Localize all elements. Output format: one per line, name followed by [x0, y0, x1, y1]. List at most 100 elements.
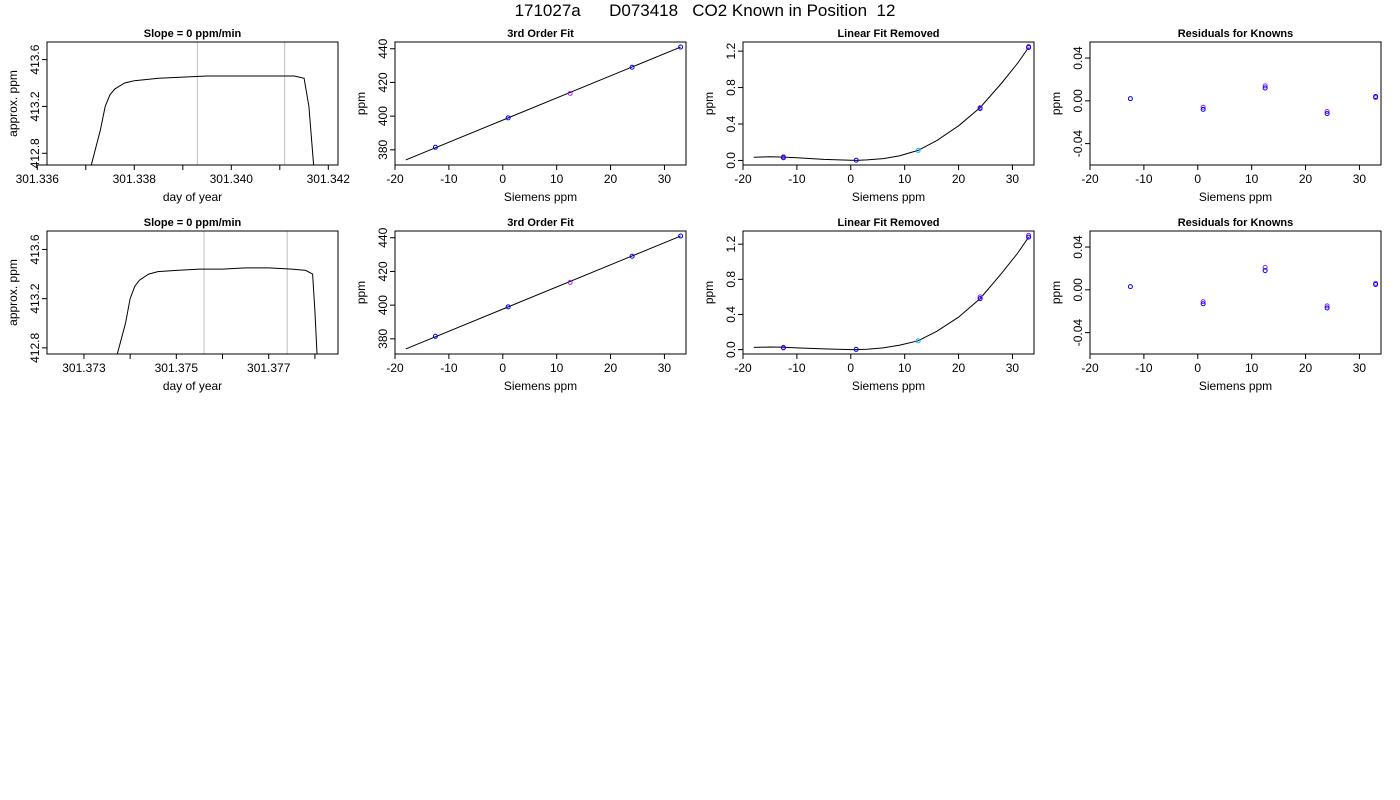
x-tick-label: 0 [1194, 172, 1201, 186]
y-tick-label: 0.4 [724, 306, 738, 323]
x-tick-label: 30 [1006, 361, 1020, 375]
series-line [90, 75, 315, 165]
data-point-blue [432, 333, 438, 339]
data-point-blue [1324, 111, 1330, 117]
x-axis-label: Siemens ppm [1199, 379, 1272, 393]
x-tick-label: 20 [604, 361, 618, 375]
plot-frame [46, 41, 339, 166]
x-tick-label: -10 [1135, 361, 1153, 375]
data-point-blue [780, 155, 786, 161]
x-tick-label: -20 [386, 361, 404, 375]
x-tick-label: 20 [952, 361, 966, 375]
data-point-blue [853, 346, 859, 352]
y-axis-label: ppm [1049, 92, 1063, 115]
data-point-purple [567, 90, 573, 96]
y-tick-label: 0.00 [1071, 89, 1085, 113]
panel-title: Linear Fit Removed [837, 28, 939, 40]
x-tick-label: 30 [1006, 172, 1020, 186]
y-tick-label: 420 [376, 72, 390, 92]
x-tick-label: -10 [440, 361, 458, 375]
x-axis-label: Siemens ppm [504, 190, 577, 204]
fit-curve [753, 236, 1030, 351]
data-point-blue [1127, 284, 1133, 290]
data-point-blue [977, 296, 983, 302]
data-layer [116, 231, 318, 354]
x-axis-label: Siemens ppm [852, 379, 925, 393]
plot-frame [1089, 230, 1382, 355]
series-line [116, 267, 318, 354]
x-tick-label: 301.336 [16, 172, 60, 186]
data-point-blue [1262, 85, 1268, 91]
x-tick-label: 0 [499, 361, 506, 375]
x-tick-label: 10 [550, 172, 564, 186]
panel-title: Residuals for Knowns [1178, 217, 1294, 229]
data-point-blue [1324, 305, 1330, 311]
data-point-blue [678, 233, 684, 239]
data-point-blue [432, 144, 438, 150]
panel-title: 3rd Order Fit [507, 217, 574, 229]
x-tick-label: -10 [788, 172, 806, 186]
y-tick-label: 380 [376, 329, 390, 349]
y-tick-label: -0.04 [1071, 130, 1085, 158]
y-tick-label: 0.0 [724, 341, 738, 358]
data-point-blue [678, 44, 684, 50]
panel-r1-linfit: Linear Fit Removed -20 -10 0 10 20 30 0.0 0.4 0.8… [702, 28, 1035, 204]
x-tick-label: 30 [1353, 361, 1367, 375]
panel-title: Linear Fit Removed [837, 217, 939, 229]
fit-curve [753, 47, 1030, 161]
x-tick-label: 20 [1299, 172, 1313, 186]
data-point-purple [1200, 299, 1206, 305]
x-tick-label: 301.373 [62, 361, 106, 375]
data-layer [90, 42, 315, 165]
data-point-blue [1200, 106, 1206, 112]
x-axis-label: day of year [163, 379, 222, 393]
x-tick-label: 0 [1194, 361, 1201, 375]
data-layer [753, 44, 1032, 163]
panel-r1-resid: Residuals for Knowns -20 -10 0 10 20 30 -0.04 0.… [1049, 28, 1382, 204]
plot-frame [742, 41, 1035, 166]
x-tick-label: -10 [788, 361, 806, 375]
data-point-blue [1127, 96, 1133, 102]
plot-frame [46, 230, 339, 355]
x-tick-label: -20 [734, 361, 752, 375]
y-axis-label: ppm [702, 281, 716, 304]
panel-r1-fit: 3rd Order Fit -20 -10 0 10 20 30 380 400 420 440 Si… [354, 28, 687, 204]
y-tick-label: 0.8 [724, 271, 738, 288]
y-tick-label: 413.2 [28, 283, 42, 313]
data-point-purple [1200, 104, 1206, 110]
y-tick-label: 413.2 [28, 91, 42, 121]
fit-line [405, 235, 681, 350]
data-point-blue [1262, 268, 1268, 274]
y-tick-label: -0.04 [1071, 319, 1085, 347]
y-tick-label: 0.8 [724, 79, 738, 96]
x-tick-label: 10 [1245, 361, 1259, 375]
y-tick-label: 0.04 [1071, 46, 1085, 70]
data-point-blue [780, 345, 786, 351]
x-tick-label: 10 [550, 361, 564, 375]
data-point-purple [1262, 83, 1268, 89]
data-point-sky [915, 338, 921, 344]
y-tick-label: 400 [376, 295, 390, 315]
y-tick-label: 413.6 [28, 234, 42, 264]
x-tick-label: -20 [386, 172, 404, 186]
data-layer [405, 233, 684, 350]
x-tick-label: 0 [847, 361, 854, 375]
y-axis-label: approx. ppm [6, 70, 20, 137]
x-tick-label: 301.340 [210, 172, 254, 186]
panel-title: Residuals for Knowns [1178, 28, 1294, 40]
y-tick-label: 0.4 [724, 115, 738, 132]
data-point-purple [1026, 232, 1032, 238]
y-axis-label: ppm [702, 92, 716, 115]
x-tick-label: 0 [499, 172, 506, 186]
x-tick-label: 20 [1299, 361, 1313, 375]
data-point-blue [629, 64, 635, 70]
x-tick-label: -20 [1081, 361, 1099, 375]
x-tick-label: 10 [898, 172, 912, 186]
y-tick-label: 0.0 [724, 152, 738, 169]
data-point-blue [1026, 234, 1032, 240]
data-layer [1127, 83, 1379, 117]
x-tick-label: 10 [1245, 172, 1259, 186]
x-tick-label: -20 [734, 172, 752, 186]
y-axis-label: ppm [1049, 281, 1063, 304]
